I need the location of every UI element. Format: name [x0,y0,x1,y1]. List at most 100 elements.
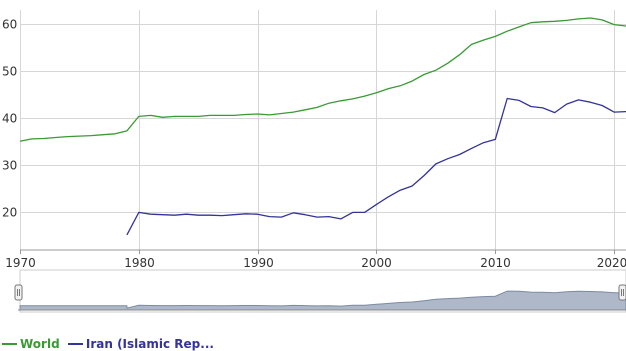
data-point-iran-2006[interactable] [447,158,448,159]
data-point-world-2002[interactable] [400,85,401,86]
data-point-iran-2002[interactable] [400,190,401,191]
range-navigator[interactable] [14,269,626,313]
data-point-world-2017[interactable] [578,18,579,19]
data-point-iran-1988[interactable] [233,214,234,215]
data-point-world-1973[interactable] [55,137,56,138]
data-point-world-1970[interactable] [19,141,20,142]
data-point-iran-2007[interactable] [459,154,460,155]
data-point-world-1997[interactable] [340,100,341,101]
data-point-iran-1994[interactable] [305,214,306,215]
data-point-world-1982[interactable] [162,117,163,118]
data-point-iran-1981[interactable] [150,214,151,215]
data-point-iran-1984[interactable] [186,214,187,215]
data-point-world-1972[interactable] [43,138,44,139]
data-point-world-2015[interactable] [554,21,555,22]
data-point-world-2018[interactable] [590,17,591,18]
data-point-world-1992[interactable] [281,113,282,114]
data-point-world-1993[interactable] [293,112,294,113]
data-point-world-2014[interactable] [542,21,543,22]
data-point-iran-2010[interactable] [495,139,496,140]
data-point-iran-1986[interactable] [210,215,211,216]
data-point-iran-1997[interactable] [340,218,341,219]
data-point-world-1991[interactable] [269,114,270,115]
data-point-world-2013[interactable] [530,22,531,23]
data-point-iran-2013[interactable] [530,106,531,107]
data-point-iran-1980[interactable] [138,212,139,213]
data-point-iran-2014[interactable] [542,107,543,108]
data-point-iran-1985[interactable] [198,215,199,216]
data-point-world-1976[interactable] [91,135,92,136]
data-point-iran-2019[interactable] [602,105,603,106]
data-point-iran-2009[interactable] [483,142,484,143]
data-point-world-2005[interactable] [435,70,436,71]
navigator-left-handle[interactable] [14,284,23,301]
data-point-world-1988[interactable] [233,115,234,116]
data-point-world-1990[interactable] [257,113,258,114]
data-point-iran-2003[interactable] [412,185,413,186]
navigator-right-handle[interactable] [618,284,626,301]
data-point-iran-1987[interactable] [221,215,222,216]
data-point-world-1979[interactable] [126,130,127,131]
data-point-world-1981[interactable] [150,115,151,116]
data-point-iran-2015[interactable] [554,112,555,113]
data-point-iran-2001[interactable] [388,196,389,197]
data-point-iran-2018[interactable] [590,102,591,103]
data-point-world-2020[interactable] [614,24,615,25]
legend-item-world[interactable]: World [2,337,60,351]
data-point-iran-1982[interactable] [162,214,163,215]
data-point-world-2009[interactable] [483,40,484,41]
data-point-world-1994[interactable] [305,109,306,110]
data-point-world-1987[interactable] [221,115,222,116]
data-point-world-1983[interactable] [174,116,175,117]
data-point-iran-1990[interactable] [257,214,258,215]
data-point-world-1999[interactable] [364,96,365,97]
data-point-iran-1995[interactable] [317,217,318,218]
data-point-iran-1999[interactable] [364,212,365,213]
data-point-world-2008[interactable] [471,44,472,45]
data-point-world-2004[interactable] [423,74,424,75]
data-point-world-1989[interactable] [245,114,246,115]
data-point-iran-1979[interactable] [126,234,127,235]
data-point-world-2007[interactable] [459,54,460,55]
data-point-world-2010[interactable] [495,36,496,37]
data-point-iran-2004[interactable] [423,175,424,176]
series-line-world[interactable] [19,17,626,142]
data-point-iran-2000[interactable] [376,204,377,205]
data-point-world-2012[interactable] [519,26,520,27]
data-point-iran-1983[interactable] [174,215,175,216]
data-point-iran-1991[interactable] [269,216,270,217]
data-point-world-1971[interactable] [31,138,32,139]
data-point-world-2019[interactable] [602,19,603,20]
data-point-iran-2017[interactable] [578,99,579,100]
data-point-world-1977[interactable] [103,134,104,135]
data-point-iran-2008[interactable] [471,148,472,149]
data-point-world-1996[interactable] [328,103,329,104]
data-point-world-2016[interactable] [566,20,567,21]
data-point-iran-2011[interactable] [507,98,508,99]
data-point-world-1974[interactable] [67,136,68,137]
data-point-world-2001[interactable] [388,88,389,89]
data-point-iran-1996[interactable] [328,216,329,217]
data-point-iran-2020[interactable] [614,112,615,113]
series-line-iran[interactable] [126,97,626,236]
data-point-iran-1998[interactable] [352,212,353,213]
data-point-world-1975[interactable] [79,136,80,137]
data-point-world-1980[interactable] [138,116,139,117]
data-point-iran-1993[interactable] [293,212,294,213]
data-point-world-1998[interactable] [352,98,353,99]
data-point-world-1986[interactable] [210,115,211,116]
data-point-world-1978[interactable] [115,133,116,134]
data-point-world-2006[interactable] [447,63,448,64]
data-point-world-2000[interactable] [376,92,377,93]
data-point-world-1984[interactable] [186,116,187,117]
data-point-world-1985[interactable] [198,116,199,117]
legend-item-iran[interactable]: Iran (Islamic Rep... [67,337,214,351]
data-point-iran-2012[interactable] [519,100,520,101]
data-point-world-2003[interactable] [412,81,413,82]
data-point-world-2011[interactable] [507,31,508,32]
data-point-world-1995[interactable] [317,107,318,108]
data-point-iran-1992[interactable] [281,217,282,218]
data-point-iran-1989[interactable] [245,213,246,214]
data-point-iran-2005[interactable] [435,163,436,164]
data-point-iran-2016[interactable] [566,104,567,105]
